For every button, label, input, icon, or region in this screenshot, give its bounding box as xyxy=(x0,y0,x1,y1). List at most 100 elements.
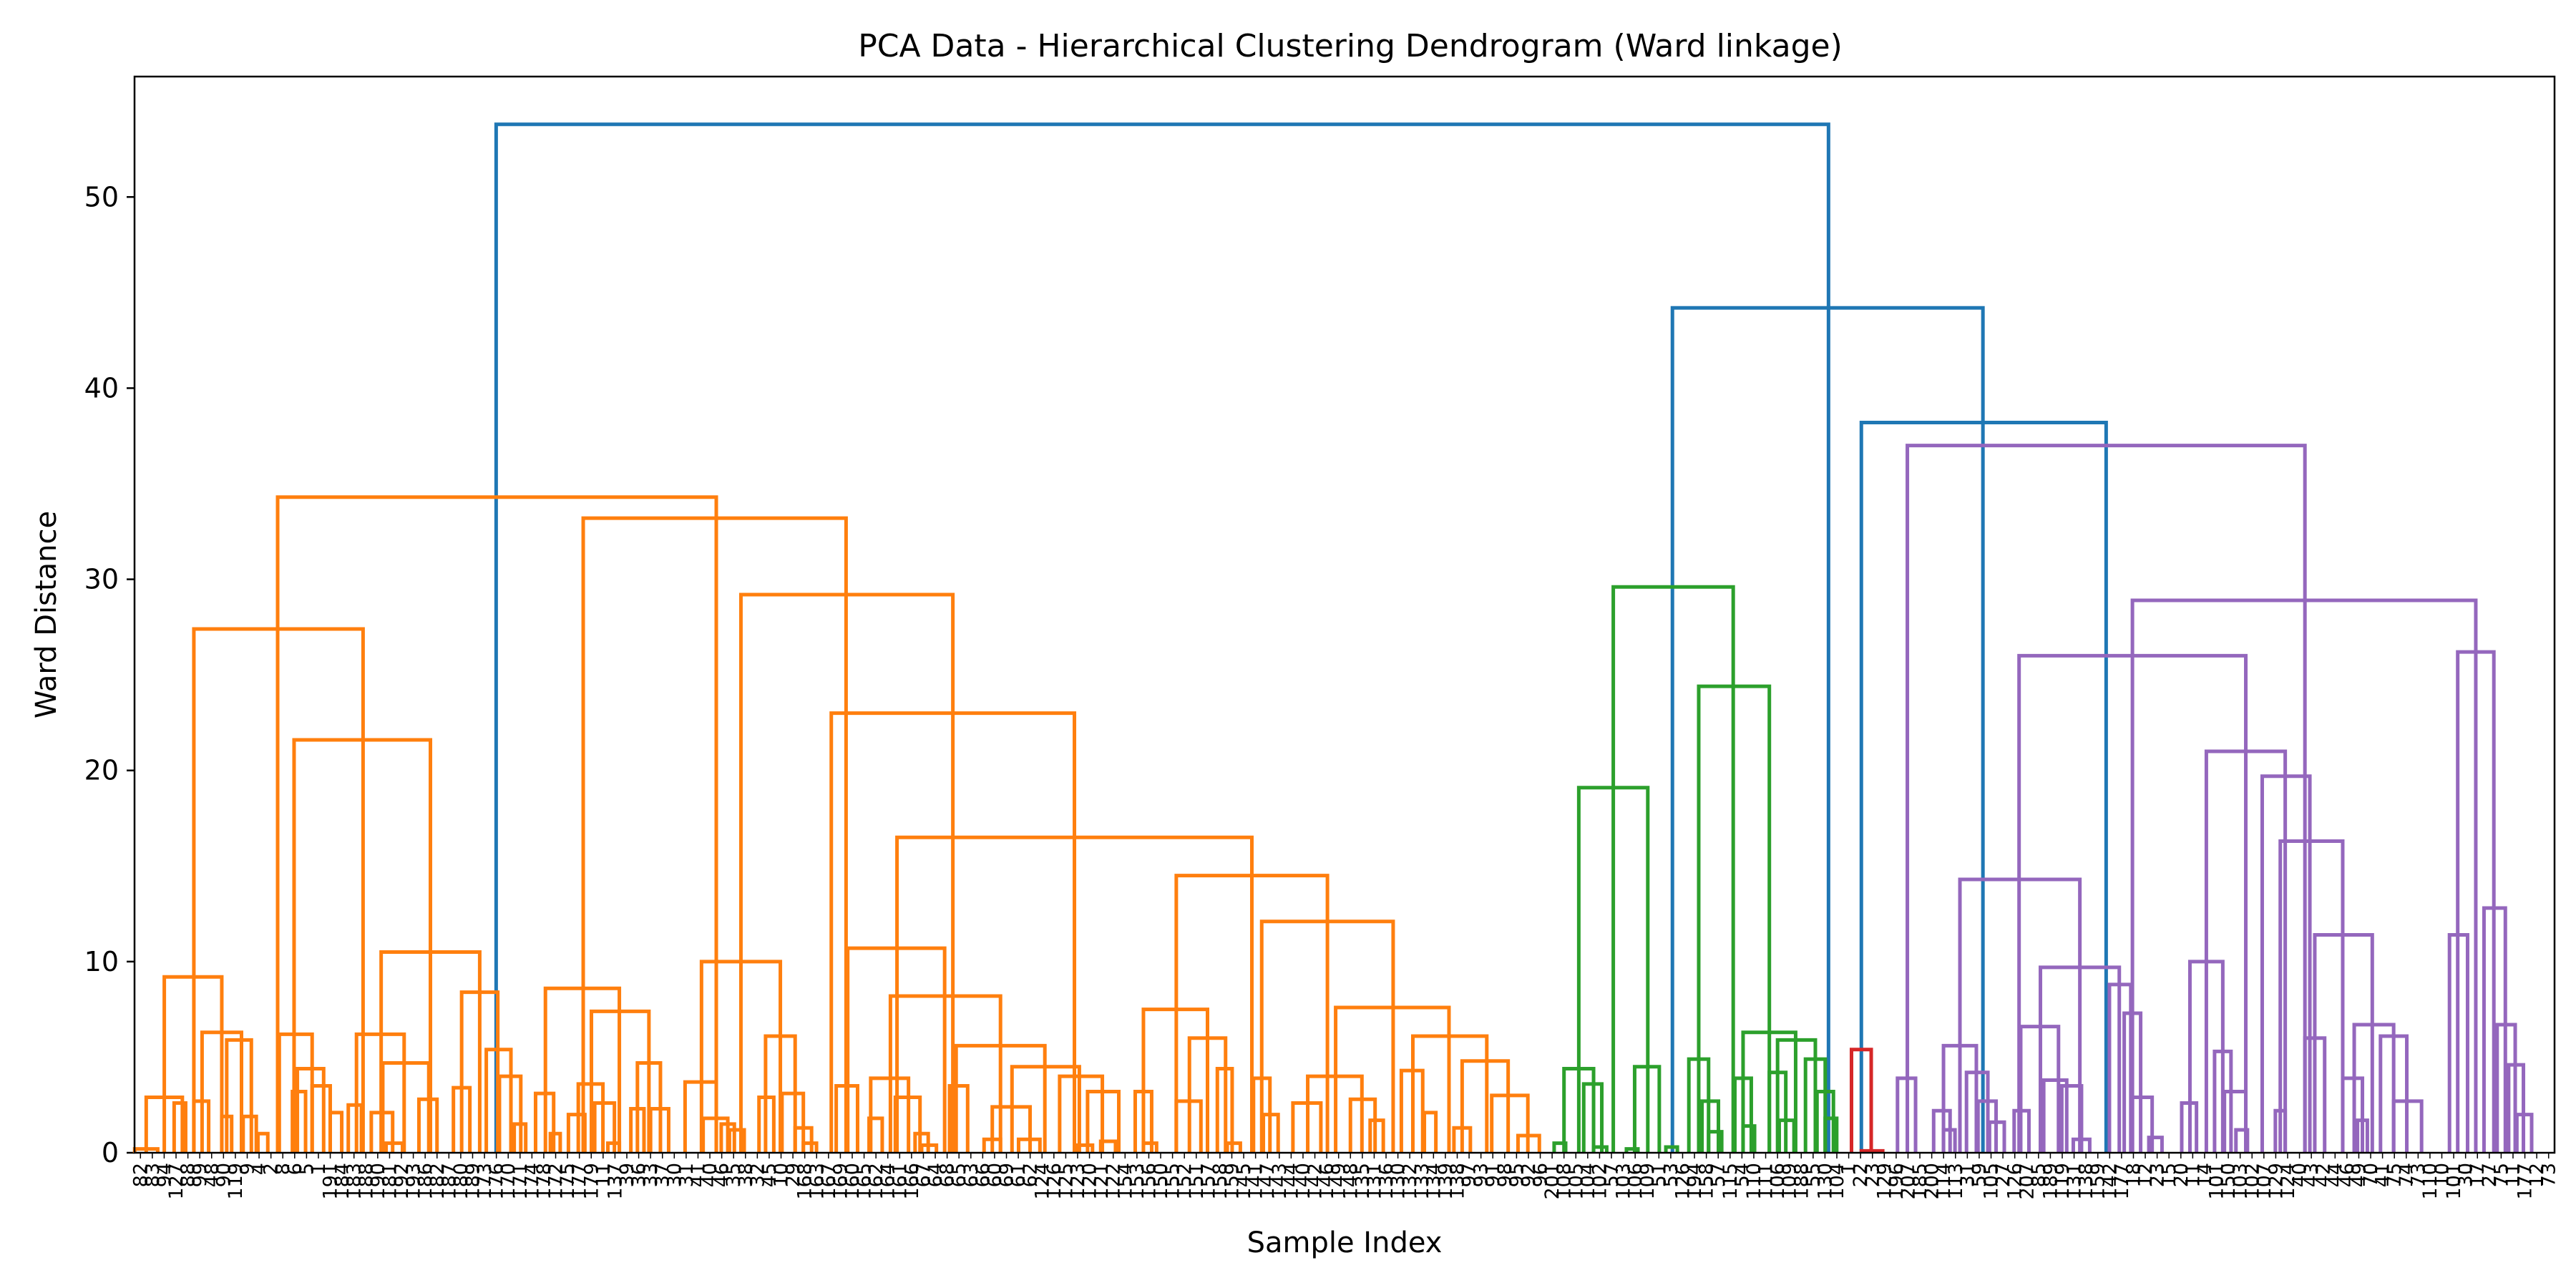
leaf-label: 119 xyxy=(225,1163,247,1200)
leaf-label: 194 xyxy=(1684,1163,1706,1200)
leaf-label: 186 xyxy=(414,1163,436,1200)
dendrogram-link xyxy=(2341,1076,2365,1153)
dendrogram-link xyxy=(1906,444,2307,1153)
dendrogram-link xyxy=(2059,1084,2084,1153)
leaf-label: 1 xyxy=(308,1163,330,1175)
dendrogram-link xyxy=(548,1131,562,1153)
dendrogram-link xyxy=(1976,1099,1999,1153)
dendrogram-link xyxy=(2130,1096,2155,1153)
leaf-label: 8 xyxy=(272,1163,294,1175)
dendrogram-link xyxy=(1576,786,1650,1153)
leaf-label: 41 xyxy=(687,1163,709,1187)
dendrogram-link xyxy=(1664,1145,1679,1153)
leaf-label: 105 xyxy=(1565,1163,1587,1200)
dendrogram-link xyxy=(1174,1099,1203,1153)
leaf-label: 11 xyxy=(592,1163,615,1187)
leaf-label: 129 xyxy=(2265,1163,2287,1200)
leaf-label: 2 xyxy=(260,1163,283,1175)
dendrogram-link xyxy=(1016,1137,1042,1153)
leaf-label: 98 xyxy=(1494,1163,1516,1187)
dendrogram-link xyxy=(846,946,947,1153)
leaf-label: 45 xyxy=(758,1163,781,1187)
leaf-label: 30 xyxy=(2455,1163,2477,1187)
leaf-label: 147 xyxy=(1257,1163,1279,1200)
leaf-label: 51 xyxy=(1648,1163,1670,1187)
leaf-label: 54 xyxy=(1731,1163,1753,1187)
leaf-label: 108 xyxy=(1553,1163,1576,1200)
dendrogram-link xyxy=(494,122,1830,1153)
leaf-label: 42 xyxy=(2313,1163,2335,1187)
y-axis-ticks: 0 10 20 30 40 50 xyxy=(84,181,135,1169)
dendrogram-link xyxy=(1777,1118,1796,1153)
y-tick-label: 50 xyxy=(84,181,119,213)
leaf-label: 64 xyxy=(924,1163,947,1187)
leaf-label: 177 xyxy=(2111,1163,2133,1200)
leaf-label: 177 xyxy=(569,1163,591,1200)
leaf-label: 173 xyxy=(474,1163,496,1200)
leaf-label: 41 xyxy=(2372,1163,2394,1187)
leaf-label: 20 xyxy=(2170,1163,2192,1187)
leaf-label: 73 xyxy=(2407,1163,2429,1187)
leaf-label: 183 xyxy=(343,1163,366,1200)
leaf-label: 37 xyxy=(652,1163,674,1187)
dendrogram-link xyxy=(780,1091,806,1153)
dendrogram-link xyxy=(576,1082,605,1153)
dendrogram-link xyxy=(1707,1130,1724,1153)
leaf-label: 124 xyxy=(1031,1163,1053,1200)
dendrogram-link xyxy=(2495,1023,2517,1153)
dendrogram-link xyxy=(2356,1118,2369,1153)
leaf-label: 163 xyxy=(806,1163,828,1200)
leaf-label: 151 xyxy=(1186,1163,1208,1200)
leaf-label: 174 xyxy=(521,1163,543,1200)
dendrogram-link xyxy=(1697,684,1772,1153)
leaf-label: 189 xyxy=(2039,1163,2062,1200)
leaf-label: 185 xyxy=(1909,1163,1931,1200)
leaf-label: 33 xyxy=(640,1163,662,1187)
leaf-label: 105 xyxy=(1981,1163,2003,1200)
leaf-label: 130 xyxy=(1814,1163,1836,1200)
dendrogram-link xyxy=(1859,421,2108,1153)
dendrogram-link xyxy=(1767,1070,1788,1153)
leaf-label: 18 xyxy=(2122,1163,2145,1187)
leaf-label: 83 xyxy=(142,1163,164,1187)
leaf-label: 184 xyxy=(331,1163,353,1200)
dendrogram-link xyxy=(543,986,622,1153)
leaf-label: 179 xyxy=(580,1163,602,1200)
dendrogram-link xyxy=(1262,1113,1280,1153)
leaf-label: 141 xyxy=(1245,1163,1267,1200)
leaf-label: 99 xyxy=(189,1163,211,1187)
leaf-label: 160 xyxy=(841,1163,864,1200)
leaf-label: 23 xyxy=(2147,1163,2169,1187)
leaf-label: 157 xyxy=(1197,1163,1219,1200)
dendrogram-link xyxy=(328,1111,344,1153)
leaf-label: 88 xyxy=(177,1163,200,1187)
dendrogram-link xyxy=(2391,1099,2424,1153)
dendrogram-link xyxy=(255,1131,270,1153)
dendrogram-link xyxy=(1225,1141,1242,1153)
leaf-label: 182 xyxy=(426,1163,449,1200)
dendrogram-link xyxy=(200,1030,243,1153)
leaf-label: 110 xyxy=(2419,1163,2441,1200)
dendrogram-link xyxy=(829,711,1077,1153)
dendrogram-link xyxy=(1823,1116,1839,1153)
leaf-label: 15 xyxy=(2158,1163,2180,1187)
leaf-label: 70 xyxy=(2360,1163,2382,1187)
leaf-label: 121 xyxy=(1091,1163,1113,1200)
dendrogram-link xyxy=(346,1103,364,1153)
leaf-label: 38 xyxy=(735,1163,757,1187)
dendrogram-link xyxy=(738,592,955,1153)
leaf-label: 131 xyxy=(2064,1163,2086,1200)
dendrogram-link xyxy=(2122,1011,2143,1153)
leaf-label: 188 xyxy=(355,1163,377,1200)
leaf-label: 142 xyxy=(2099,1163,2121,1200)
leaf-label: 137 xyxy=(604,1163,626,1200)
dendrogram-link xyxy=(275,495,718,1153)
leaf-label: 35 xyxy=(723,1163,745,1187)
dendrogram-link xyxy=(2041,1078,2069,1153)
dendrogram-link xyxy=(1581,1082,1604,1153)
leaf-label: 161 xyxy=(889,1163,911,1200)
leaf-label: 17 xyxy=(2467,1163,2489,1187)
leaf-label: 32 xyxy=(746,1163,769,1187)
leaf-label: 144 xyxy=(1280,1163,1302,1200)
dendrogram-link xyxy=(2212,1049,2233,1153)
